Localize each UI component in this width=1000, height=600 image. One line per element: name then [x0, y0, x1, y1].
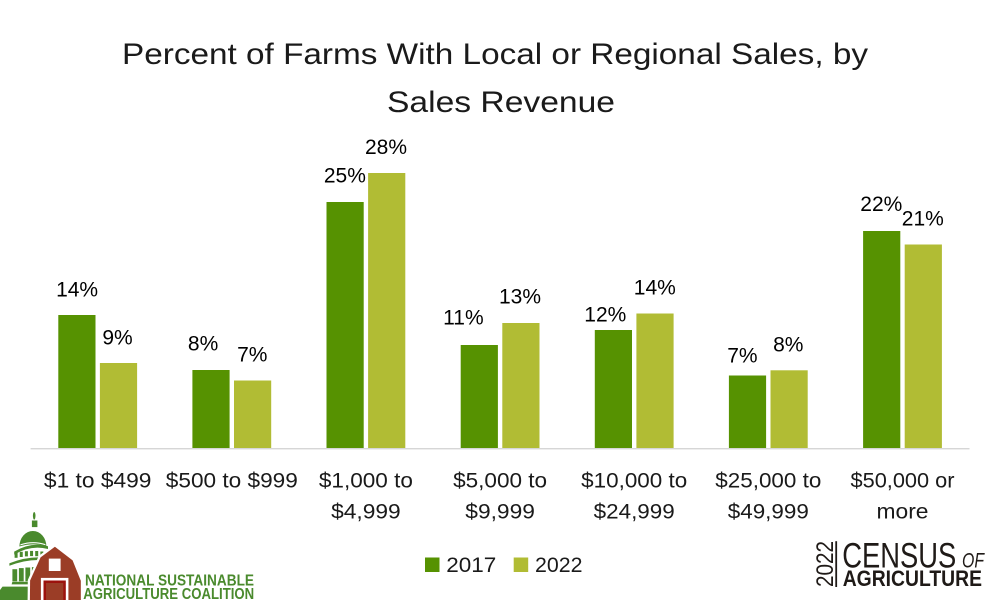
svg-text:AGRICULTURE: AGRICULTURE — [843, 566, 982, 591]
svg-text:$50,000 or: $50,000 or — [851, 470, 955, 493]
svg-text:14%: 14% — [634, 277, 676, 300]
svg-text:8%: 8% — [773, 334, 803, 357]
svg-text:$25,000 to: $25,000 to — [715, 470, 821, 493]
svg-text:22%: 22% — [860, 193, 902, 216]
svg-text:13%: 13% — [499, 286, 541, 309]
svg-text:more: more — [877, 500, 929, 523]
svg-text:2022: 2022 — [812, 541, 839, 587]
svg-text:$49,999: $49,999 — [728, 500, 809, 523]
svg-text:$4,999: $4,999 — [331, 500, 401, 523]
svg-text:Sales Revenue: Sales Revenue — [387, 86, 615, 119]
svg-text:AGRICULTURE COALITION: AGRICULTURE COALITION — [83, 586, 254, 600]
svg-text:28%: 28% — [365, 136, 407, 159]
svg-text:8%: 8% — [188, 333, 218, 356]
svg-text:Percent of Farms With Local or: Percent of Farms With Local or Regional … — [122, 38, 868, 71]
svg-text:$1,000 to: $1,000 to — [319, 470, 413, 493]
svg-text:OF: OF — [962, 548, 985, 572]
svg-text:$500 to $999: $500 to $999 — [166, 470, 298, 493]
svg-text:$9,999: $9,999 — [465, 500, 535, 523]
svg-text:7%: 7% — [727, 344, 757, 367]
svg-text:11%: 11% — [443, 307, 483, 330]
svg-text:$5,000 to: $5,000 to — [453, 470, 547, 493]
svg-text:12%: 12% — [584, 303, 626, 326]
svg-text:7%: 7% — [237, 343, 267, 366]
svg-text:25%: 25% — [324, 165, 366, 188]
svg-text:2017: 2017 — [446, 554, 496, 577]
svg-text:NATIONAL SUSTAINABLE: NATIONAL SUSTAINABLE — [85, 572, 254, 589]
svg-text:CENSUS: CENSUS — [842, 536, 956, 575]
svg-text:14%: 14% — [56, 279, 98, 302]
svg-text:2022: 2022 — [535, 554, 583, 577]
svg-text:$10,000 to: $10,000 to — [581, 470, 687, 493]
svg-text:21%: 21% — [902, 207, 944, 230]
svg-text:$1 to $499: $1 to $499 — [44, 470, 152, 493]
svg-text:$24,999: $24,999 — [594, 500, 675, 523]
svg-text:9%: 9% — [102, 327, 132, 350]
